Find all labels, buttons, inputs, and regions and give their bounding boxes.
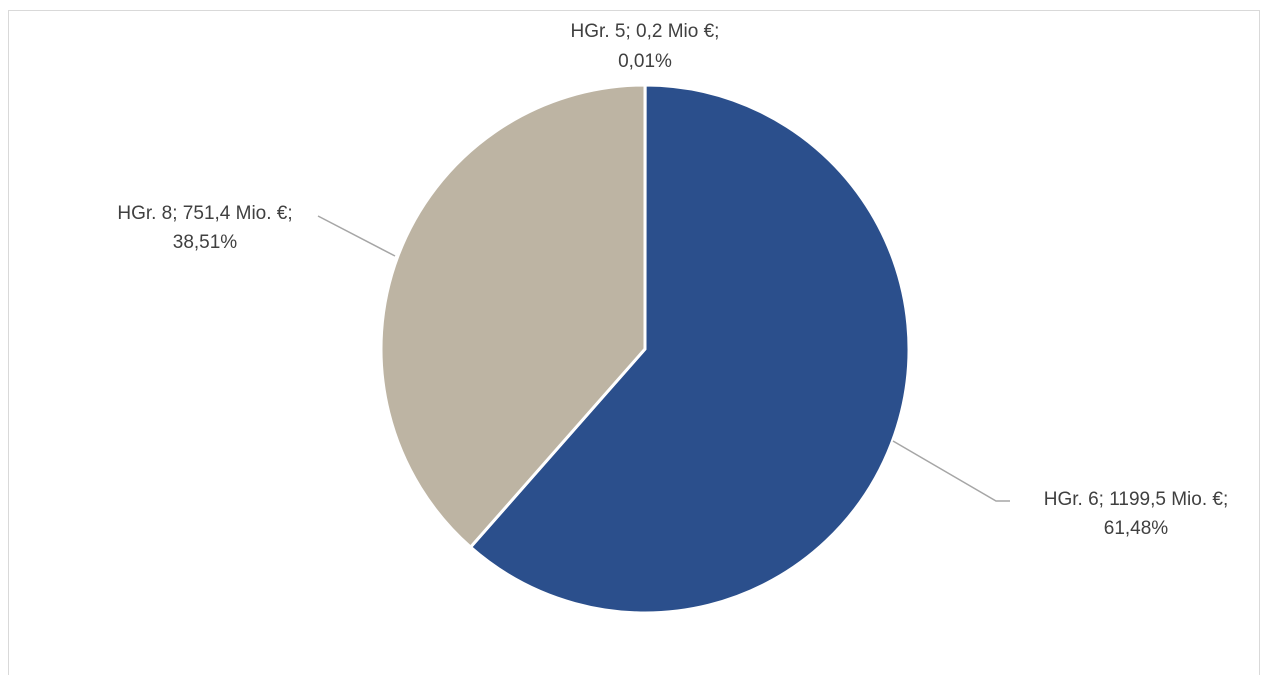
label-hgr5-line1: HGr. 5; 0,2 Mio €;	[571, 21, 720, 42]
pie-slice-hgr8	[379, 83, 647, 549]
leader-line-hgr6	[892, 440, 1010, 502]
pie-slice-hgr6	[469, 83, 911, 615]
label-hgr6-line1: HGr. 6; 1199,5 Mio. €;	[1044, 489, 1228, 510]
label-hgr6-line2: 61,48%	[1104, 518, 1169, 539]
leader-line-hgr8	[317, 215, 396, 257]
chart-area	[8, 10, 1260, 675]
label-hgr5-line2: 0,01%	[618, 51, 672, 72]
label-hgr8-line2: 38,51%	[173, 232, 238, 253]
label-hgr8-line1: HGr. 8; 751,4 Mio. €;	[117, 203, 292, 224]
